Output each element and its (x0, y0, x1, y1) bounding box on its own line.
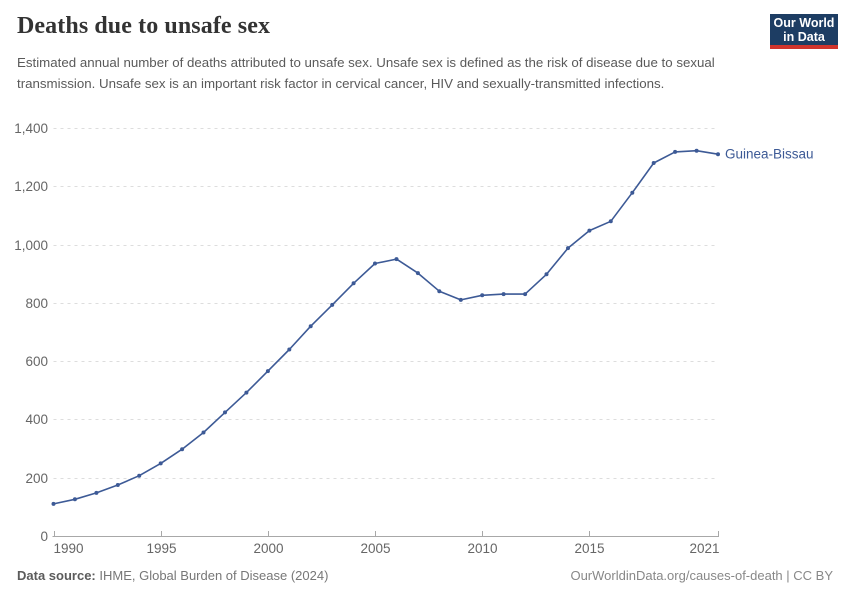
x-axis-tick-label: 1990 (54, 541, 84, 556)
data-point-marker (330, 302, 335, 307)
data-point-marker (480, 293, 485, 298)
data-point-marker (244, 390, 249, 395)
y-axis-tick-label: 400 (25, 412, 48, 427)
data-point-marker (651, 161, 656, 165)
data-point-marker (394, 257, 399, 262)
x-axis-tick-label: 2015 (574, 541, 604, 556)
chart-subtitle: Estimated annual number of deaths attrib… (17, 55, 715, 91)
y-axis-tick-label: 1,400 (14, 121, 48, 136)
data-point-marker (72, 497, 77, 502)
series-end-label: Guinea-Bissau (725, 147, 814, 162)
data-point-marker (51, 501, 56, 506)
data-point-marker (630, 190, 635, 195)
x-axis-tick-label: 2000 (253, 541, 283, 556)
y-axis-tick-label: 200 (25, 471, 48, 486)
data-point-marker (223, 410, 227, 415)
owid-logo-line1: Our World (773, 15, 835, 30)
data-point-marker (437, 289, 442, 294)
data-source-value: IHME, Global Burden of Disease (2024) (95, 568, 329, 583)
data-point-marker (94, 490, 99, 495)
data-point-marker (158, 461, 163, 466)
data-point-marker (287, 347, 292, 352)
y-axis-tick-label: 600 (25, 354, 48, 369)
data-point-marker (716, 152, 720, 157)
data-point-marker (501, 292, 506, 297)
credit-link[interactable]: OurWorldinData.org/causes-of-death | CC … (570, 568, 833, 583)
data-source-label: Data source: (17, 568, 96, 583)
data-point-marker (115, 483, 120, 487)
data-source-note: Data source: IHME, Global Burden of Dise… (17, 568, 328, 583)
data-point-marker (308, 324, 313, 329)
owid-logo-line2: in Data (783, 29, 825, 44)
data-point-marker (544, 272, 549, 277)
owid-logo: Our World in Data (770, 14, 838, 49)
x-axis-tick-label: 2010 (467, 541, 497, 556)
data-point-marker (137, 473, 142, 478)
y-axis-tick-label: 1,000 (14, 238, 48, 253)
data-point-marker (566, 246, 570, 251)
y-axis-tick-label: 0 (40, 529, 48, 544)
data-point-marker (415, 271, 420, 276)
data-point-marker (523, 292, 528, 297)
data-point-marker (587, 228, 592, 233)
data-point-marker (201, 430, 206, 435)
page-title: Deaths due to unsafe sex (17, 13, 271, 39)
data-point-marker (180, 447, 185, 452)
data-point-marker (373, 261, 377, 266)
data-point-marker (458, 297, 463, 302)
data-point-marker (608, 219, 613, 224)
x-axis-tick-label: 2005 (360, 541, 390, 556)
data-line (53, 149, 719, 505)
data-point-marker (351, 281, 356, 286)
y-axis-tick-label: 1,200 (14, 179, 48, 194)
x-axis-tick-label: 1995 (146, 541, 176, 556)
y-axis-tick-label: 800 (25, 296, 48, 311)
chart-footer: Data source: IHME, Global Burden of Dise… (17, 568, 833, 583)
data-point-marker (673, 149, 678, 154)
x-axis-tick-label: 2021 (689, 541, 719, 556)
data-point-marker (694, 148, 699, 153)
data-point-marker (265, 369, 270, 374)
